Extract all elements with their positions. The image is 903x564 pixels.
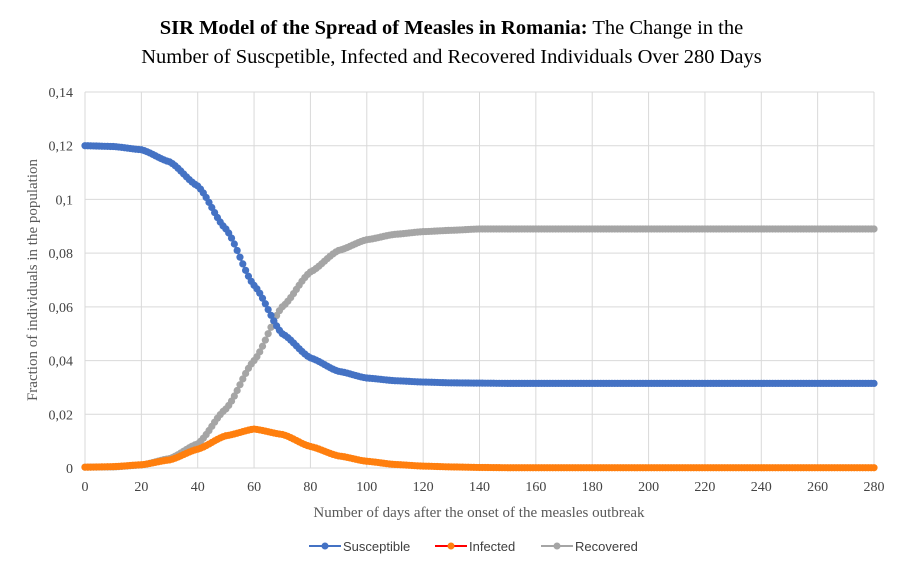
grid xyxy=(84,91,875,469)
data-point-susceptible xyxy=(258,294,267,302)
x-tick-label: 200 xyxy=(638,480,659,495)
x-tick-label: 160 xyxy=(525,480,546,495)
data-point-recovered xyxy=(261,336,269,344)
y-tick-label: 0 xyxy=(66,462,73,477)
x-tick-label: 60 xyxy=(247,480,261,495)
data-point-susceptible xyxy=(264,305,272,314)
legend-label: Susceptible xyxy=(343,539,410,554)
x-tick-label: 260 xyxy=(807,480,828,495)
x-tick-label: 80 xyxy=(303,480,317,495)
series-recovered xyxy=(81,225,878,471)
series-infected xyxy=(81,425,878,472)
data-point-recovered xyxy=(258,342,267,350)
x-tick-labels: 0 20 40 60 80 100 120 140 160 180 200 220 240 260 280 xyxy=(82,480,885,495)
legend-marker xyxy=(321,542,329,550)
legend-label: Recovered xyxy=(575,539,638,554)
legend-item-susceptible: Susceptible xyxy=(309,539,410,554)
data-point-recovered xyxy=(870,225,878,233)
y-tick-labels: 0 0,02 0,04 0,06 0,08 0,1 0,12 0,14 xyxy=(49,86,74,477)
legend-item-recovered: Recovered xyxy=(541,539,638,554)
data-point-recovered xyxy=(236,381,244,389)
legend-marker xyxy=(553,542,561,550)
data-point-recovered xyxy=(230,392,238,400)
y-tick-label: 0,14 xyxy=(49,86,74,101)
data-point-recovered xyxy=(267,323,275,331)
data-point-susceptible xyxy=(261,300,269,308)
data-point-recovered xyxy=(239,375,247,383)
data-point-infected xyxy=(870,464,878,472)
x-tick-label: 0 xyxy=(82,480,89,495)
x-tick-label: 120 xyxy=(413,480,434,495)
x-tick-label: 40 xyxy=(191,480,205,495)
x-tick-label: 20 xyxy=(134,480,148,495)
data-point-recovered xyxy=(233,386,241,395)
x-tick-label: 180 xyxy=(582,480,603,495)
legend-marker xyxy=(447,542,455,550)
data-point-susceptible xyxy=(230,240,238,248)
x-tick-label: 140 xyxy=(469,480,490,495)
y-axis-label: Fraction of individuals in the populatio… xyxy=(25,158,41,401)
y-tick-label: 0,02 xyxy=(49,408,74,423)
x-tick-label: 280 xyxy=(864,480,885,495)
data-point-susceptible xyxy=(233,246,241,255)
chart-title-bold: SIR Model of the Spread of Measles in Ro… xyxy=(159,17,588,39)
data-point-susceptible xyxy=(227,234,236,242)
series-susceptible xyxy=(81,142,878,387)
data-point-recovered xyxy=(256,348,264,356)
y-tick-label: 0,06 xyxy=(49,301,74,316)
y-tick-label: 0,12 xyxy=(49,140,74,155)
data-point-susceptible xyxy=(242,266,250,274)
y-tick-label: 0,1 xyxy=(56,193,74,208)
data-point-susceptible xyxy=(267,311,275,319)
chart-title-rest: The Change in the xyxy=(587,17,744,39)
data-point-susceptible xyxy=(870,379,878,387)
data-point-susceptible xyxy=(239,260,247,268)
x-tick-label: 100 xyxy=(356,480,377,495)
chart-title: SIR Model of the Spread of Measles in Ro… xyxy=(0,14,903,72)
x-axis-label: Number of days after the onset of the me… xyxy=(313,505,645,521)
legend-item-infected: Infected xyxy=(435,539,515,554)
data-point-recovered xyxy=(264,330,272,338)
y-tick-label: 0,04 xyxy=(49,355,74,370)
series-group xyxy=(81,142,878,472)
y-tick-label: 0,08 xyxy=(49,247,74,262)
x-tick-label: 240 xyxy=(751,480,772,495)
legend: Susceptible Infected Recovered xyxy=(309,539,638,554)
data-point-susceptible xyxy=(236,253,244,261)
chart-title-line2: Number of Suscpetible, Infected and Reco… xyxy=(141,46,762,68)
legend-label: Infected xyxy=(469,539,515,554)
x-tick-label: 220 xyxy=(694,480,715,495)
